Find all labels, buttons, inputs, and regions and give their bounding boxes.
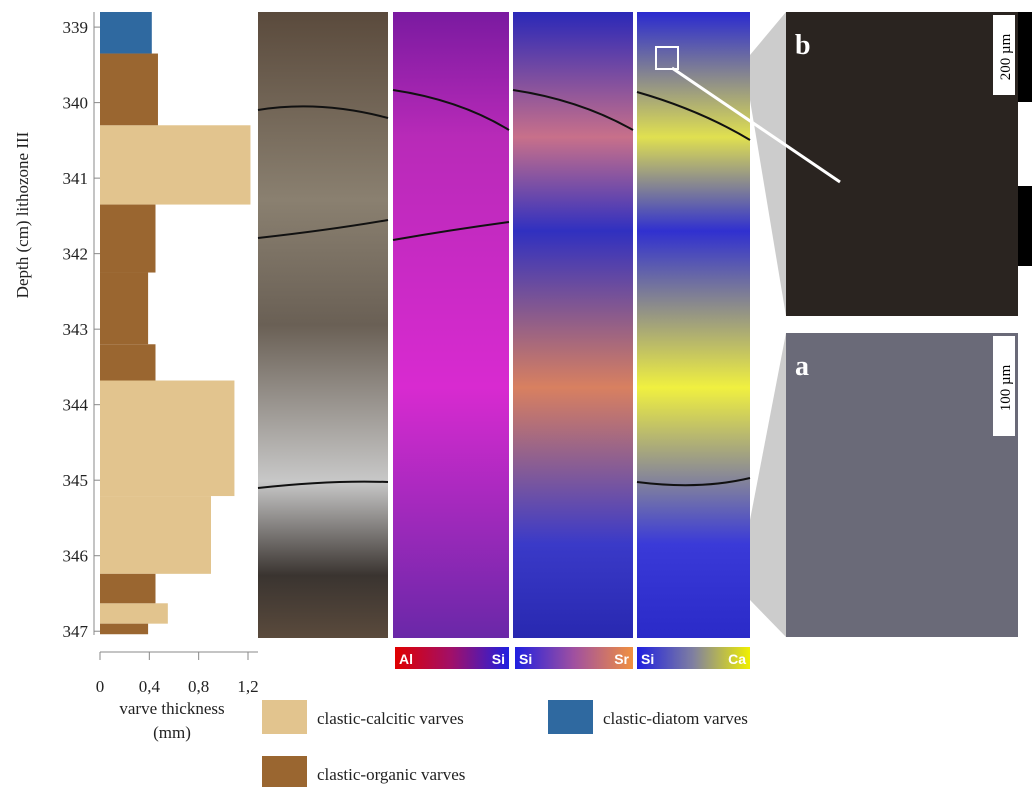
scale-text: 100 µm bbox=[998, 364, 1014, 411]
y-tick-label: 347 bbox=[63, 622, 89, 641]
bar bbox=[100, 624, 148, 635]
scale-label: Si bbox=[519, 651, 532, 667]
y-tick-label: 341 bbox=[63, 169, 89, 188]
y-tick-label: 344 bbox=[63, 396, 89, 415]
scale-label: Si bbox=[641, 651, 654, 667]
x-axis-label: varve thickness bbox=[119, 699, 224, 718]
bar bbox=[100, 205, 156, 273]
core-images bbox=[258, 12, 1032, 638]
legend-label: clastic-organic varves bbox=[317, 765, 465, 784]
bar bbox=[100, 574, 156, 603]
bar bbox=[100, 273, 148, 345]
y-tick-label: 346 bbox=[63, 547, 89, 566]
bar bbox=[100, 125, 250, 204]
x-tick-label: 0 bbox=[96, 677, 105, 696]
y-tick-label: 342 bbox=[63, 245, 89, 264]
y-tick-label: 340 bbox=[63, 94, 89, 113]
bar bbox=[100, 344, 156, 380]
legend-swatch bbox=[262, 756, 307, 787]
bar bbox=[100, 603, 168, 623]
legend-swatch bbox=[548, 700, 593, 734]
y-tick-label: 345 bbox=[63, 471, 89, 490]
panel-label: b bbox=[795, 30, 811, 61]
y-tick-label: 343 bbox=[63, 320, 89, 339]
bar bbox=[100, 496, 211, 574]
x-tick-label: 0,4 bbox=[139, 677, 161, 696]
y-tick-label: 339 bbox=[63, 18, 89, 37]
x-tick-label: 1,2 bbox=[237, 677, 258, 696]
y-axis-label: Depth (cm) lithozone III bbox=[13, 131, 32, 298]
legend-label: clastic-diatom varves bbox=[603, 709, 748, 728]
scale-label: Al bbox=[399, 651, 413, 667]
bar bbox=[100, 12, 152, 54]
scale-label: Sr bbox=[614, 651, 629, 667]
x-tick-label: 0,8 bbox=[188, 677, 209, 696]
bar bbox=[100, 381, 234, 497]
legend-label: clastic-calcitic varves bbox=[317, 709, 464, 728]
bar bbox=[100, 54, 158, 126]
panel-label: a bbox=[795, 351, 809, 382]
legend-swatch bbox=[262, 700, 307, 734]
scale-label: Si bbox=[492, 651, 505, 667]
figure: 339 340 341 342 343 344 345 346 347 0 0,4 0,8 1,2 Dep… bbox=[0, 0, 1032, 787]
scale-text: 200 µm bbox=[998, 33, 1014, 80]
x-axis-label: (mm) bbox=[153, 723, 191, 742]
scale-label: Ca bbox=[728, 651, 746, 667]
